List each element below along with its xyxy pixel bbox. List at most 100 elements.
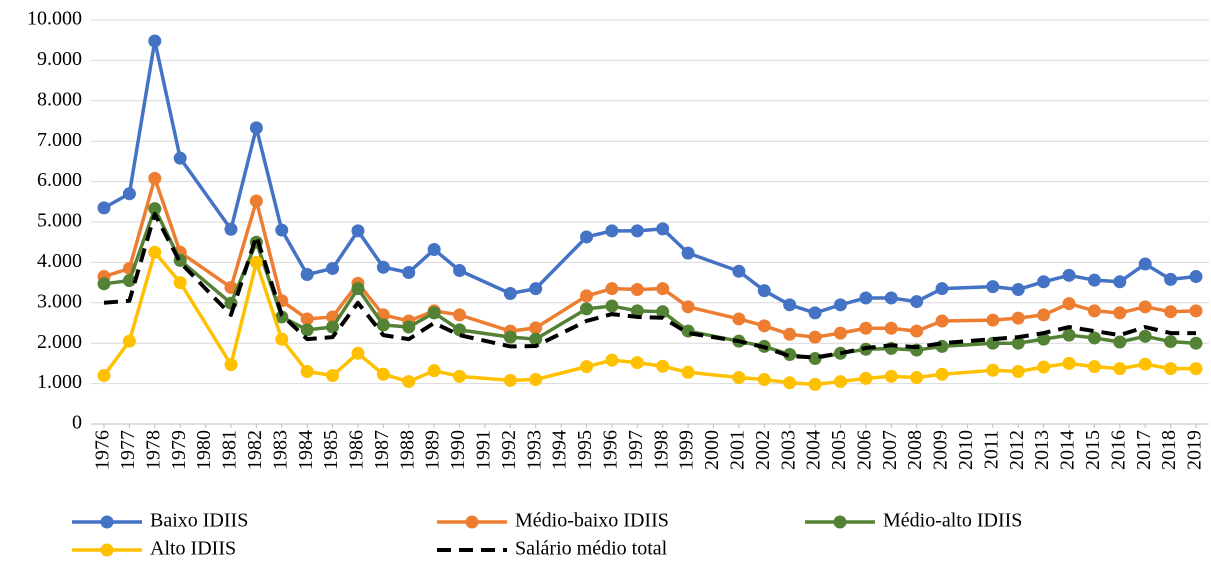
legend-marker [833, 515, 847, 529]
data-point [376, 367, 390, 381]
data-point [757, 319, 771, 333]
data-point [656, 282, 670, 296]
data-point [808, 306, 822, 320]
x-tick-label: 1980 [193, 430, 215, 470]
data-point [529, 373, 543, 387]
data-point [1011, 311, 1025, 325]
data-point [783, 348, 797, 362]
data-point [732, 371, 746, 385]
data-point [1087, 273, 1101, 287]
data-point [884, 291, 898, 305]
data-point [1011, 282, 1025, 296]
data-point [1062, 356, 1076, 370]
x-tick-label: 1977 [117, 430, 139, 470]
data-point [1138, 300, 1152, 314]
data-point [402, 266, 416, 279]
x-tick-label: 2018 [1158, 430, 1180, 470]
data-point [1189, 270, 1203, 284]
data-point [1113, 362, 1127, 376]
legend-marker [100, 515, 114, 529]
data-point [1189, 362, 1203, 376]
data-point [605, 353, 619, 367]
data-point [656, 222, 670, 236]
data-point [884, 369, 898, 383]
data-point [1037, 275, 1051, 289]
legend-marker [465, 515, 479, 529]
data-point [580, 230, 594, 244]
y-tick-label: 0 [72, 412, 82, 434]
data-point [1062, 268, 1076, 282]
x-tick-label: 1978 [142, 430, 164, 470]
data-point [1037, 360, 1051, 374]
data-point [453, 263, 467, 277]
data-point [300, 323, 314, 337]
series-line [103, 211, 1196, 360]
data-point [275, 310, 289, 324]
data-point [173, 151, 187, 165]
x-tick-label: 1991 [473, 430, 495, 470]
data-point [300, 268, 314, 282]
data-point [757, 284, 771, 298]
data-point [148, 245, 162, 259]
data-point [935, 314, 949, 328]
y-tick-label: 9.000 [37, 48, 82, 70]
x-tick-label: 2011 [980, 430, 1002, 469]
x-tick-label: 1992 [498, 430, 520, 470]
data-point [300, 364, 314, 378]
x-tick-label: 2015 [1082, 430, 1104, 470]
data-point [681, 246, 695, 260]
x-tick-label: 2013 [1031, 430, 1053, 470]
data-point [630, 356, 644, 370]
data-point [1037, 332, 1051, 346]
data-point [605, 299, 619, 313]
data-point [300, 312, 314, 326]
data-point [529, 332, 543, 346]
data-point [529, 321, 543, 335]
x-tick-label: 1993 [523, 430, 545, 470]
x-tick-label: 1997 [625, 430, 647, 470]
data-point [1113, 306, 1127, 320]
x-tick-label: 2006 [853, 430, 875, 470]
data-point [1138, 257, 1152, 271]
x-tick-label: 1996 [600, 430, 622, 470]
data-point [656, 305, 670, 319]
y-tick-label: 8.000 [37, 88, 82, 110]
x-tick-label: 1998 [650, 430, 672, 470]
data-point [1087, 360, 1101, 374]
data-point [122, 334, 136, 348]
x-tick-label: 1990 [447, 430, 469, 470]
data-point [173, 276, 187, 290]
data-point [402, 320, 416, 334]
data-point [910, 324, 924, 338]
data-point [859, 291, 873, 305]
data-point [1087, 331, 1101, 345]
data-point [935, 367, 949, 381]
data-point [630, 224, 644, 238]
series-line [103, 176, 1197, 339]
data-point [1189, 304, 1203, 318]
data-point [453, 369, 467, 383]
x-tick-label: 2003 [777, 430, 799, 470]
x-tick-label: 1983 [269, 430, 291, 470]
x-tick-label: 2017 [1133, 430, 1155, 470]
data-point [859, 321, 873, 335]
data-point [453, 323, 467, 337]
data-point [503, 287, 517, 301]
y-tick-label: 7.000 [37, 129, 82, 151]
x-tick-label: 2000 [701, 430, 723, 470]
x-tick-label: 1984 [295, 430, 317, 470]
data-point [580, 289, 594, 303]
y-tick-label: 3.000 [37, 290, 82, 312]
data-point [97, 369, 111, 383]
x-tick-label: 1999 [676, 430, 698, 470]
x-tick-label: 2002 [752, 430, 774, 470]
data-point [376, 260, 390, 274]
data-point [783, 298, 797, 312]
x-tick-label: 2007 [879, 430, 901, 470]
data-point [249, 121, 263, 135]
data-point [910, 295, 924, 309]
x-tick-label: 2009 [930, 430, 952, 470]
data-point [275, 332, 289, 346]
data-point [681, 300, 695, 314]
x-tick-label: 2016 [1107, 430, 1129, 470]
